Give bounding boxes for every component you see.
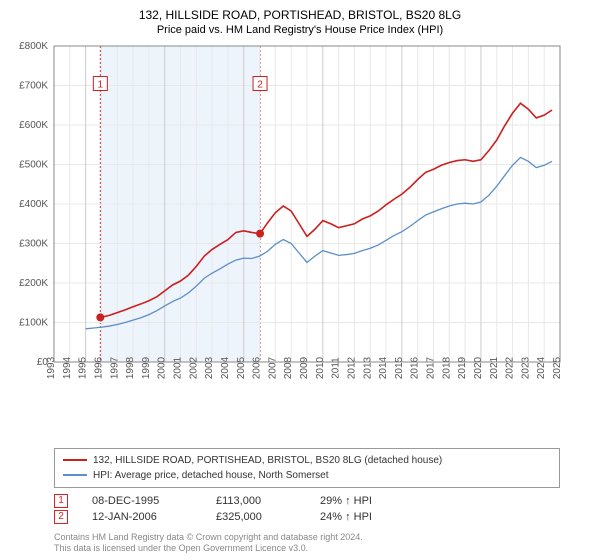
svg-text:2015: 2015 [394,356,405,379]
svg-text:£300K: £300K [19,238,48,249]
svg-text:2022: 2022 [505,356,516,379]
chart-area: £0£100K£200K£300K£400K£500K£600K£700K£80… [10,40,590,442]
svg-text:2024: 2024 [536,356,547,379]
svg-text:2017: 2017 [426,356,437,379]
legend-item: 132, HILLSIDE ROAD, PORTISHEAD, BRISTOL,… [63,453,551,468]
svg-text:£700K: £700K [19,80,48,91]
annotation-marker: 2 [54,510,68,524]
svg-text:2018: 2018 [441,356,452,379]
svg-text:2006: 2006 [252,356,263,379]
footer-line-2: This data is licensed under the Open Gov… [54,543,560,554]
annotation-price: £113,000 [216,495,296,507]
svg-text:2009: 2009 [299,356,310,379]
line-chart: £0£100K£200K£300K£400K£500K£600K£700K£80… [10,40,570,400]
svg-text:2002: 2002 [188,356,199,379]
svg-text:2000: 2000 [157,356,168,379]
svg-text:2020: 2020 [473,356,484,379]
svg-text:1997: 1997 [109,356,120,379]
legend-item: HPI: Average price, detached house, Nort… [63,468,551,483]
svg-text:2013: 2013 [362,356,373,379]
sale-annotations: 1 08-DEC-1995 £113,000 29% ↑ HPI 2 12-JAN-200… [54,494,560,526]
annotation-hpi: 24% ↑ HPI [320,511,410,523]
annotation-date: 08-DEC-1995 [92,495,192,507]
svg-text:2011: 2011 [331,356,342,378]
svg-text:£200K: £200K [19,278,48,289]
svg-text:£400K: £400K [19,199,48,210]
legend-label: HPI: Average price, detached house, Nort… [93,468,329,483]
svg-text:£600K: £600K [19,120,48,131]
annotation-date: 12-JAN-2006 [92,511,192,523]
sale-annotation-row: 2 12-JAN-2006 £325,000 24% ↑ HPI [54,510,560,524]
svg-text:2005: 2005 [236,356,247,379]
svg-text:2016: 2016 [410,356,421,379]
legend-swatch [63,474,87,476]
svg-text:£800K: £800K [19,41,48,52]
legend-swatch [63,459,87,461]
svg-text:2010: 2010 [315,356,326,379]
annotation-price: £325,000 [216,511,296,523]
svg-text:2014: 2014 [378,356,389,379]
legend: 132, HILLSIDE ROAD, PORTISHEAD, BRISTOL,… [54,448,560,488]
svg-text:£100K: £100K [19,317,48,328]
svg-text:1: 1 [98,79,104,90]
svg-text:2001: 2001 [173,356,184,379]
svg-text:1995: 1995 [78,356,89,379]
svg-text:£500K: £500K [19,159,48,170]
footer-line-1: Contains HM Land Registry data © Crown c… [54,532,560,543]
svg-text:2023: 2023 [520,356,531,379]
attribution-footer: Contains HM Land Registry data © Crown c… [54,532,560,555]
chart-title: 132, HILLSIDE ROAD, PORTISHEAD, BRISTOL,… [10,8,590,24]
svg-text:2012: 2012 [346,356,357,379]
svg-text:2008: 2008 [283,356,294,379]
svg-text:1994: 1994 [62,356,73,379]
svg-text:2003: 2003 [204,356,215,379]
svg-text:1999: 1999 [141,356,152,379]
svg-text:2004: 2004 [220,356,231,379]
svg-text:2021: 2021 [489,356,500,379]
svg-text:1993: 1993 [46,356,57,379]
chart-subtitle: Price paid vs. HM Land Registry's House … [10,24,590,36]
annotation-marker: 1 [54,494,68,508]
annotation-hpi: 29% ↑ HPI [320,495,410,507]
svg-text:1996: 1996 [93,356,104,379]
svg-text:2025: 2025 [552,356,563,379]
svg-text:2007: 2007 [267,356,278,379]
sale-annotation-row: 1 08-DEC-1995 £113,000 29% ↑ HPI [54,494,560,508]
svg-text:2019: 2019 [457,356,468,379]
svg-text:2: 2 [257,79,263,90]
legend-label: 132, HILLSIDE ROAD, PORTISHEAD, BRISTOL,… [93,453,442,468]
svg-text:1998: 1998 [125,356,136,379]
chart-container: 132, HILLSIDE ROAD, PORTISHEAD, BRISTOL,… [0,0,600,560]
